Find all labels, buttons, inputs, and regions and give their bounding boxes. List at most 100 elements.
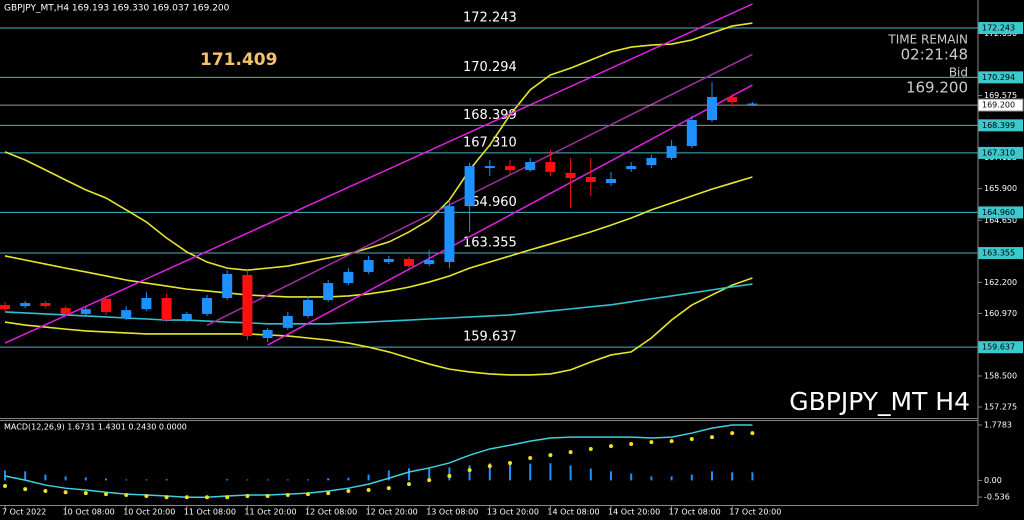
signal-dot [225, 495, 230, 500]
candle-body [141, 297, 152, 310]
time-remain: 02:21:48 [901, 46, 968, 64]
level-label: 168.399 [463, 108, 517, 123]
x-tick-label: 11 Oct 20:00 [244, 508, 296, 517]
signal-dot [205, 495, 209, 500]
level-box-label: 163.355 [982, 249, 1015, 258]
candle-body [424, 260, 435, 265]
signal-dot [83, 491, 88, 496]
signal-dot [548, 453, 553, 458]
x-tick-label: 14 Oct 20:00 [608, 508, 660, 517]
candle-body [60, 308, 71, 314]
level-box [978, 146, 1023, 159]
signal-dot [528, 455, 533, 460]
candle-body [242, 274, 253, 336]
main-plot: 172.243 170.294 168.399 167.310 164.960 163.3… [0, 3, 978, 376]
level-box-label: 168.399 [982, 121, 1015, 130]
macd-title: MACD(12,26,9) 1.6731 1.4301 0.2430 0.000… [4, 423, 187, 432]
level-box-label: 159.637 [982, 343, 1015, 352]
x-tick-label: 17 Oct 08:00 [669, 508, 721, 517]
price-note: 171.409 [200, 50, 277, 70]
watermark: GBPJPY_MT H4 [789, 387, 970, 416]
candle-body [383, 259, 394, 263]
candle-body [525, 162, 536, 171]
candle-body [202, 297, 212, 314]
signal-dot [306, 492, 310, 497]
candle-body [585, 176, 596, 183]
signal-dot [649, 440, 654, 445]
x-tick-label: 17 Oct 20:00 [729, 508, 781, 517]
signal-dot [63, 490, 68, 495]
channel-line [4, 3, 753, 344]
level-box-label: 170.294 [982, 73, 1015, 82]
signal-dot [265, 493, 270, 498]
indicator-line [4, 283, 753, 325]
candle-body [464, 166, 475, 207]
candle-body [484, 166, 495, 169]
signal-dot [669, 439, 674, 444]
candle-body [666, 146, 677, 158]
chart-title: GBPJPY_MT,H4 169.193 169.330 169.037 169… [4, 4, 230, 14]
signal-dot [285, 493, 290, 498]
signal-dot [3, 484, 7, 489]
candle-body [626, 166, 637, 170]
y-tick-label: 162.200 [984, 278, 1017, 287]
x-tick-label: 7 Oct 2022 [2, 508, 46, 517]
signal-dot [750, 431, 755, 436]
y-tick-label: 0.00 [984, 476, 1002, 485]
level-label: 164.960 [463, 195, 517, 210]
signal-dot [629, 441, 634, 446]
signal-dot [144, 493, 149, 498]
candle-body [222, 273, 233, 298]
level-box-label: 164.960 [982, 208, 1015, 217]
level-box [978, 341, 1023, 354]
signal-dot [609, 444, 613, 449]
signal-dot [730, 431, 735, 436]
x-tick-label: 12 Oct 20:00 [366, 508, 418, 517]
level-label: 170.294 [463, 60, 517, 75]
signal-dot [487, 464, 492, 469]
level-box [978, 206, 1023, 219]
signal-dot [710, 435, 714, 440]
level-box [978, 22, 1023, 35]
candle-body [121, 310, 132, 318]
bid-label: Bid [949, 66, 968, 80]
candle-body [686, 120, 697, 147]
signal-dot [366, 488, 371, 493]
signal-dot [23, 487, 28, 492]
level-label: 172.243 [463, 11, 517, 26]
candle-body [444, 206, 455, 263]
candle-body [545, 162, 556, 172]
y-tick-label: 169.575 [984, 91, 1017, 100]
candle-body [707, 96, 717, 121]
signal-dot [346, 488, 351, 493]
macd-line [4, 424, 753, 498]
candle-body [505, 166, 515, 171]
candle-body [363, 260, 374, 272]
level-label: 167.310 [463, 135, 517, 150]
candle-body [161, 297, 172, 321]
signal-dot [184, 495, 189, 500]
x-tick-label: 14 Oct 08:00 [547, 508, 599, 517]
candle-body [565, 172, 576, 178]
candle-body [646, 157, 657, 166]
x-tick-label: 10 Oct 08:00 [63, 508, 115, 517]
channel-line [267, 84, 753, 346]
candle-body [282, 315, 293, 328]
candle-body [343, 271, 354, 284]
level-label: 163.355 [463, 236, 517, 251]
signal-dot [689, 436, 694, 441]
signal-dot [124, 493, 129, 498]
y-tick-label: 160.970 [984, 309, 1017, 318]
candle-body [606, 178, 616, 184]
channel-line [206, 53, 753, 327]
level-box [978, 119, 1023, 132]
indicator-line [4, 277, 753, 376]
signal-dot [447, 474, 452, 479]
time-remain-label: TIME REMAIN [887, 33, 968, 47]
bid-value: 169.200 [906, 79, 968, 97]
indicator-line [4, 22, 753, 271]
signal-dot [43, 488, 48, 493]
overlay-layer: 172.030169.575167.125165.900164.650162.2… [2, 4, 1024, 517]
